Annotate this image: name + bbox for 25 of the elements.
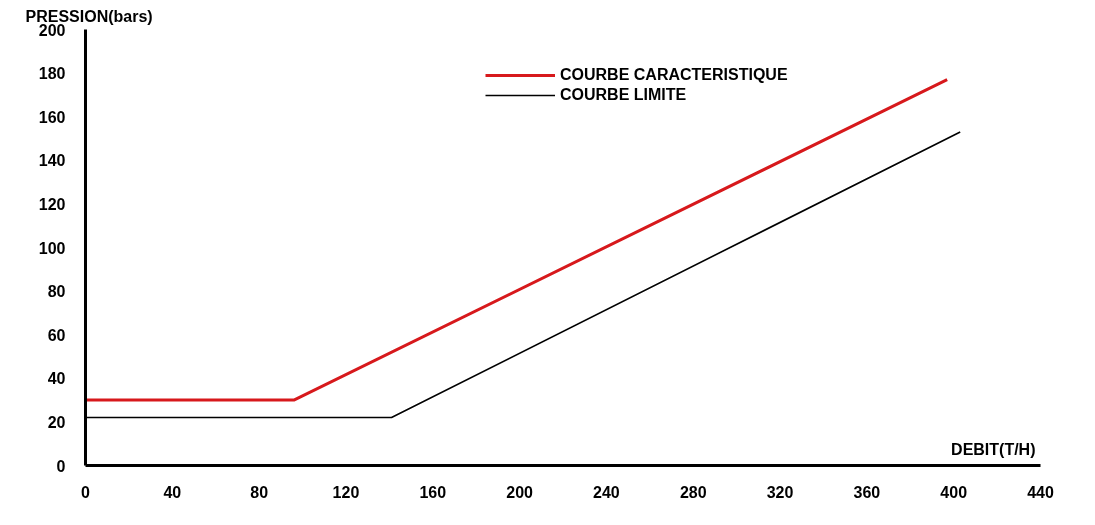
y-tick-label: 160: [38, 108, 66, 126]
y-tick-label: 60: [47, 326, 66, 344]
y-tick-label: 20: [47, 413, 66, 431]
y-tick-label: 120: [38, 195, 66, 213]
x-tick-label: 320: [766, 483, 794, 501]
x-tick-label: 120: [332, 483, 360, 501]
x-tick-label: 160: [419, 483, 447, 501]
legend-label: COURBE LIMITE: [560, 86, 687, 104]
x-tick-label: 280: [679, 483, 707, 501]
x-tick-label: 440: [1027, 483, 1054, 501]
y-tick-label: 180: [38, 65, 66, 83]
x-tick-label: 40: [163, 483, 182, 501]
y-tick-label: 80: [47, 283, 66, 301]
y-tick-label: 100: [38, 239, 66, 257]
x-axis-title: DEBIT(T/H): [951, 440, 1036, 458]
x-tick-label: 360: [853, 483, 881, 501]
legend-label: COURBE CARACTERISTIQUE: [560, 66, 788, 84]
x-tick-label: 80: [250, 483, 269, 501]
y-tick-label: 140: [38, 152, 66, 170]
x-tick-label: 0: [81, 483, 91, 501]
x-tick-label: 400: [940, 483, 968, 501]
x-tick-label: 240: [593, 483, 620, 501]
x-tick-label: 200: [506, 483, 534, 501]
y-tick-label: 40: [47, 370, 66, 388]
y-tick-label: 0: [56, 457, 66, 475]
